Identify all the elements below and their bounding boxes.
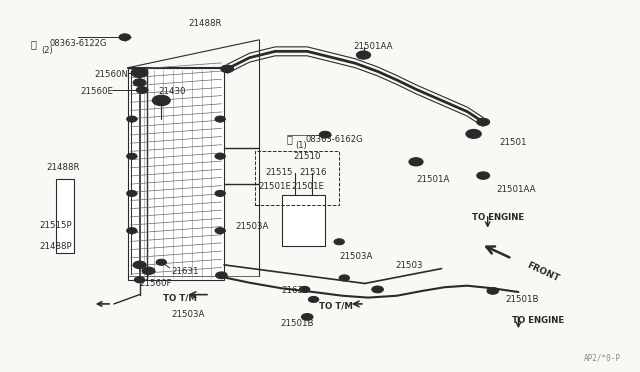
- Text: 21560E: 21560E: [80, 87, 113, 96]
- Text: TO T/M: TO T/M: [319, 301, 353, 310]
- Text: 21501B: 21501B: [506, 295, 539, 304]
- Circle shape: [216, 272, 227, 279]
- Text: TO T/M: TO T/M: [163, 293, 197, 302]
- Circle shape: [156, 259, 166, 265]
- Circle shape: [215, 190, 225, 196]
- Circle shape: [152, 95, 170, 106]
- Circle shape: [127, 153, 137, 159]
- Text: (1): (1): [296, 141, 307, 150]
- Text: 21501E: 21501E: [292, 182, 325, 191]
- Circle shape: [466, 129, 481, 138]
- Text: 21488R: 21488R: [189, 19, 222, 28]
- Circle shape: [308, 296, 319, 302]
- Circle shape: [372, 286, 383, 293]
- Circle shape: [319, 131, 331, 138]
- Text: (2): (2): [42, 46, 53, 55]
- Circle shape: [487, 288, 499, 294]
- Circle shape: [215, 116, 225, 122]
- Text: 21515P: 21515P: [40, 221, 72, 230]
- Bar: [282, 195, 325, 246]
- Text: 21503A: 21503A: [172, 310, 205, 319]
- Circle shape: [409, 158, 423, 166]
- Text: 21560F: 21560F: [140, 279, 172, 288]
- Bar: [128, 68, 224, 280]
- Circle shape: [339, 275, 349, 281]
- Circle shape: [221, 65, 234, 73]
- Circle shape: [134, 70, 145, 76]
- Circle shape: [134, 277, 145, 283]
- Text: 21501B: 21501B: [280, 319, 314, 328]
- Bar: [56, 179, 74, 253]
- Text: 21430: 21430: [159, 87, 186, 96]
- Circle shape: [142, 267, 155, 275]
- Text: Ⓢ: Ⓢ: [287, 135, 292, 145]
- Circle shape: [133, 261, 146, 269]
- Text: 21488P: 21488P: [40, 242, 72, 251]
- Text: 21501E: 21501E: [259, 182, 292, 191]
- Circle shape: [215, 153, 225, 159]
- Text: 21510: 21510: [293, 153, 321, 161]
- Text: 21501: 21501: [499, 138, 527, 147]
- Text: Ⓢ: Ⓢ: [31, 39, 36, 49]
- Text: AP2/*0-P: AP2/*0-P: [584, 354, 621, 363]
- Text: 21503A: 21503A: [236, 222, 269, 231]
- Text: 21501A: 21501A: [416, 175, 449, 184]
- Text: 21488R: 21488R: [46, 163, 79, 172]
- Circle shape: [300, 286, 310, 292]
- Text: TO ENGINE: TO ENGINE: [512, 316, 564, 325]
- Circle shape: [356, 51, 371, 59]
- Text: 21515: 21515: [266, 169, 293, 177]
- Circle shape: [127, 116, 137, 122]
- Circle shape: [133, 79, 146, 86]
- Text: 21560N: 21560N: [95, 70, 129, 79]
- Text: 21632: 21632: [282, 286, 309, 295]
- Bar: [255, 151, 339, 205]
- Text: TO ENGINE: TO ENGINE: [472, 213, 524, 222]
- Circle shape: [301, 314, 313, 320]
- Text: 21503: 21503: [396, 262, 423, 270]
- Circle shape: [136, 87, 148, 93]
- Text: 21501AA: 21501AA: [496, 185, 536, 194]
- Text: 21516: 21516: [300, 169, 327, 177]
- Circle shape: [334, 239, 344, 245]
- Text: 21501AA: 21501AA: [353, 42, 393, 51]
- Circle shape: [127, 228, 137, 234]
- Circle shape: [131, 68, 148, 77]
- Text: 08363-6162G: 08363-6162G: [306, 135, 364, 144]
- Circle shape: [477, 172, 490, 179]
- Text: FRONT: FRONT: [525, 260, 560, 283]
- Circle shape: [477, 118, 490, 126]
- Text: 21631: 21631: [172, 267, 199, 276]
- Circle shape: [127, 190, 137, 196]
- Circle shape: [215, 228, 225, 234]
- Text: 08363-6122G: 08363-6122G: [50, 39, 108, 48]
- Circle shape: [119, 34, 131, 41]
- Text: 21503A: 21503A: [339, 252, 372, 261]
